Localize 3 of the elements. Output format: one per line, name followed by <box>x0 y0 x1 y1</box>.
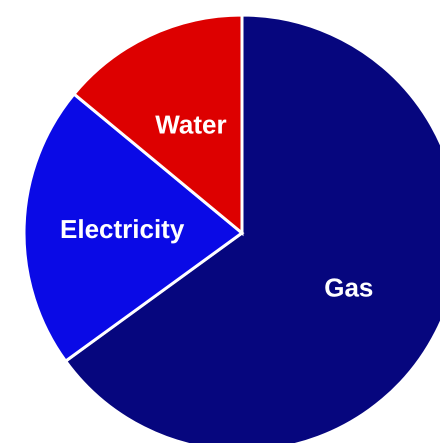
slice-label: Water <box>155 110 227 140</box>
slice-label: Electricity <box>60 214 185 244</box>
slice-label: Gas <box>324 272 374 302</box>
